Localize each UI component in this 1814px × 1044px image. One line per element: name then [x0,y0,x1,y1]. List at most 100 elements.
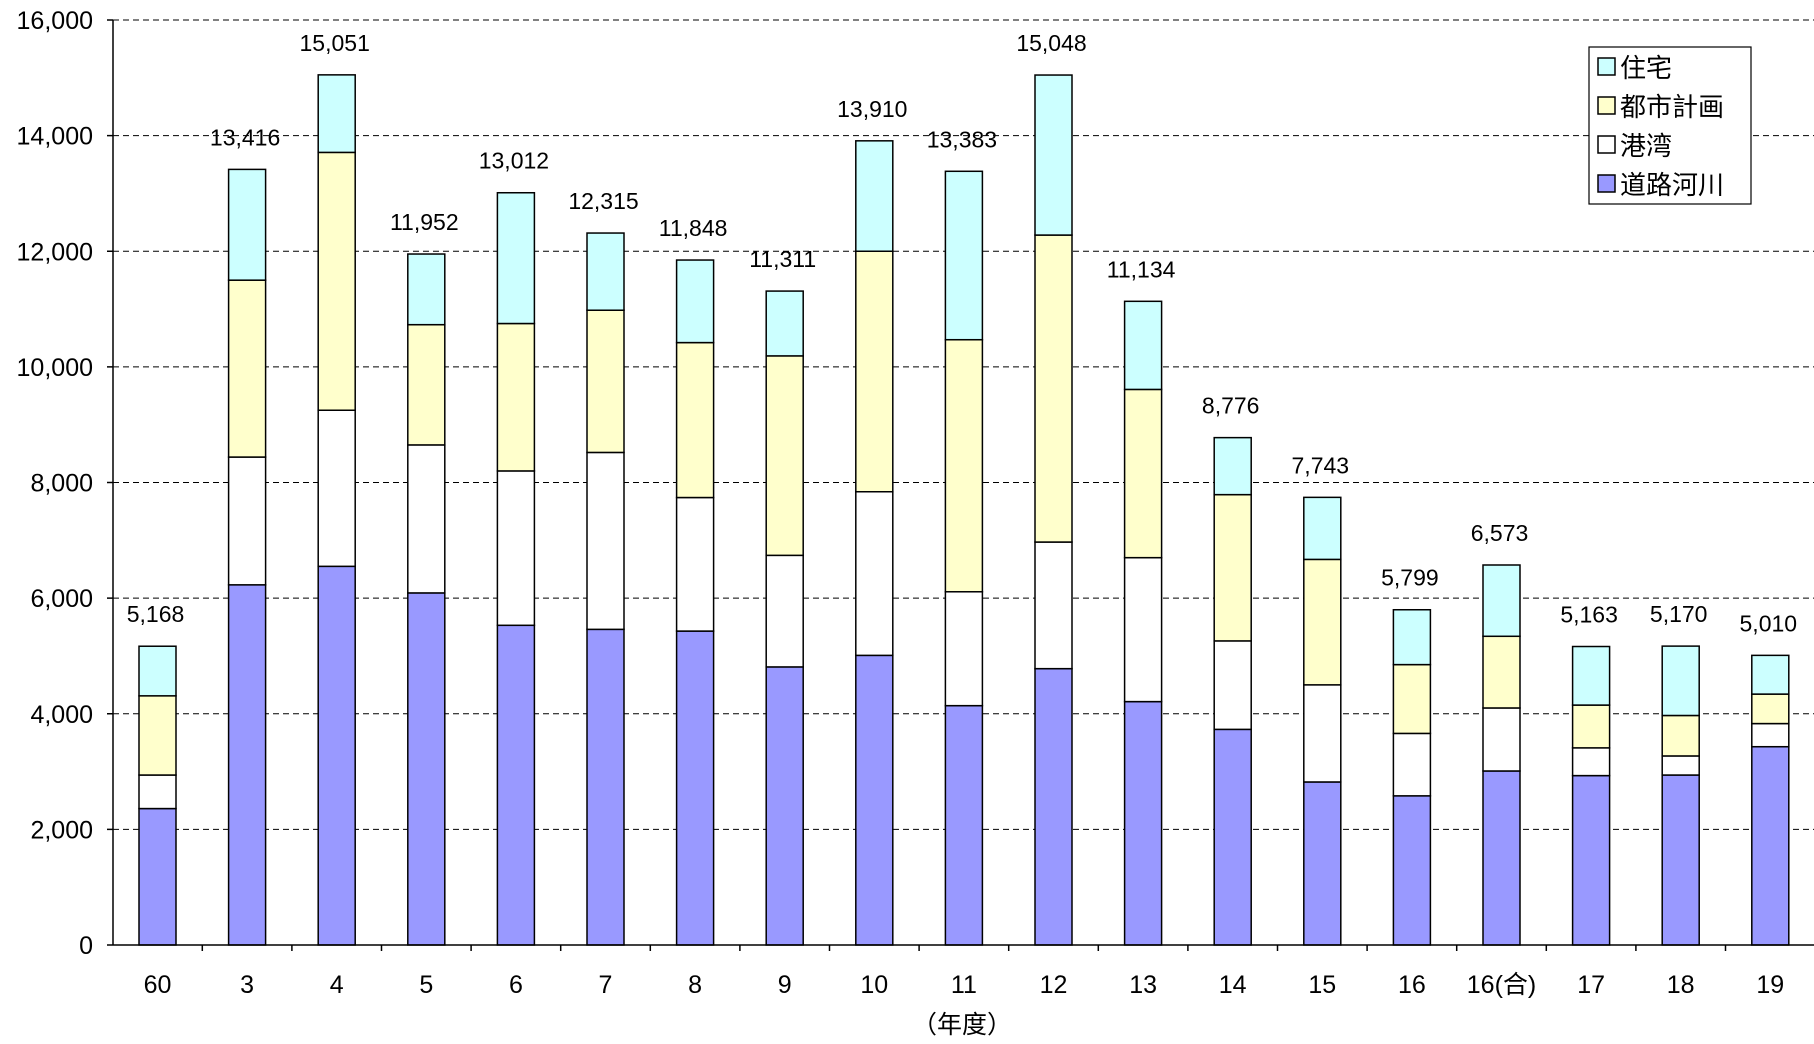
bar-segment [227,456,267,586]
bar-segment [1123,300,1163,391]
y-tick-labels: 0 2,000 4,000 6,000 8,000 10,000 12,000 14,000 1… [17,7,113,960]
bar-segment [1303,496,1342,561]
x-tick-label: 16 [1398,971,1426,999]
bar-segment [1482,635,1521,709]
bar-segment [1303,684,1342,783]
bar-segment [1034,667,1073,946]
bars [138,74,1790,946]
x-tick-label: 15 [1308,971,1336,999]
bar-segment [496,191,536,325]
y-tick-label: 4,000 [30,701,93,729]
bar-segment [407,323,446,446]
total-label: 5,010 [1740,610,1798,636]
y-tick-label: 14,000 [17,123,93,151]
bar-segment [586,451,625,631]
bar-segment [227,279,267,458]
bar-segment [1661,714,1700,757]
total-label: 5,799 [1381,565,1439,591]
bar-segment [586,232,625,311]
bar-segment [765,554,804,668]
bar-segment [1213,728,1252,946]
bar-segment [227,168,267,281]
bar-segment [317,565,356,946]
bar-segment [765,355,804,557]
bar-segment [138,695,177,776]
x-tick-label: 13 [1129,971,1157,999]
legend-swatch [1597,135,1616,154]
bar-segment [586,628,625,946]
bar-segment [1571,704,1611,749]
bar-segment [1482,707,1521,772]
total-label: 12,315 [568,188,638,214]
bar-segment [1751,693,1790,725]
x-tick-label: 11 [951,971,977,999]
total-label: 5,163 [1560,602,1618,628]
bar-segment [1751,722,1790,748]
bar-segment [138,645,177,697]
x-tick-label: 9 [778,971,792,999]
bar-segment [1034,541,1073,670]
bar-segment [407,592,446,946]
legend-swatch [1597,57,1616,76]
bar-segment [1392,795,1432,946]
total-label: 11,952 [390,209,459,235]
total-label: 11,848 [659,215,728,241]
bar-segment [1123,388,1163,559]
x-tick-label: 10 [860,971,888,999]
bar-segment [944,338,984,593]
bar-segment [1303,781,1342,946]
x-tick-label: 16(合) [1467,971,1536,999]
legend-swatch [1597,174,1616,193]
bar-segment [1392,663,1432,735]
bar-segment [1482,770,1521,946]
x-tick-label: 4 [330,971,344,999]
x-tick-label: 17 [1577,971,1605,999]
x-tick-label: 60 [144,971,172,999]
bar-segment [586,309,625,454]
bar-segment [765,666,804,946]
total-label: 13,383 [927,126,997,152]
legend-label: 港湾 [1620,132,1672,162]
bar-segment [317,409,356,568]
bar-segment [1213,436,1252,496]
bar-segment [675,630,715,946]
total-labels: 5,168 13,416 15,051 11,952 13,012 12,315 11,84… [127,30,1797,636]
bar-segment [1751,745,1790,946]
bar-segment [1661,645,1700,717]
x-tick-label: 14 [1219,971,1247,999]
bar-segment [855,654,894,946]
bar-segment [1123,556,1163,703]
total-label: 5,170 [1650,601,1708,627]
bar-segment [227,584,267,946]
bar-segment [944,170,984,341]
bar-segment [1034,234,1073,543]
bar-segment [1571,774,1611,946]
bar-segment [317,74,356,154]
bar-segment [496,470,536,627]
x-tick-label: 7 [599,971,613,999]
bar-segment [675,496,715,632]
bar-segment [1303,558,1342,686]
x-tick-label: 19 [1756,971,1784,999]
total-label: 15,048 [1016,30,1086,56]
total-label: 6,573 [1471,520,1529,546]
bar-segment [1034,74,1073,236]
bar-segment [944,704,984,946]
y-tick-label: 16,000 [17,7,93,35]
x-tick-label: 12 [1040,971,1068,999]
bar-segment [496,624,536,946]
bar-segment [407,253,446,326]
x-tick-label: 3 [240,971,254,999]
bar-segment [1213,493,1252,642]
total-label: 5,168 [127,601,185,627]
y-tick-label: 0 [79,932,93,960]
total-label: 13,012 [479,148,549,174]
bar-segment [765,290,804,357]
bar-segment [1661,755,1700,776]
y-tick-label: 6,000 [30,585,93,613]
bar-segment [138,774,177,810]
bar-segment [675,341,715,499]
x-tick-label: 6 [509,971,523,999]
